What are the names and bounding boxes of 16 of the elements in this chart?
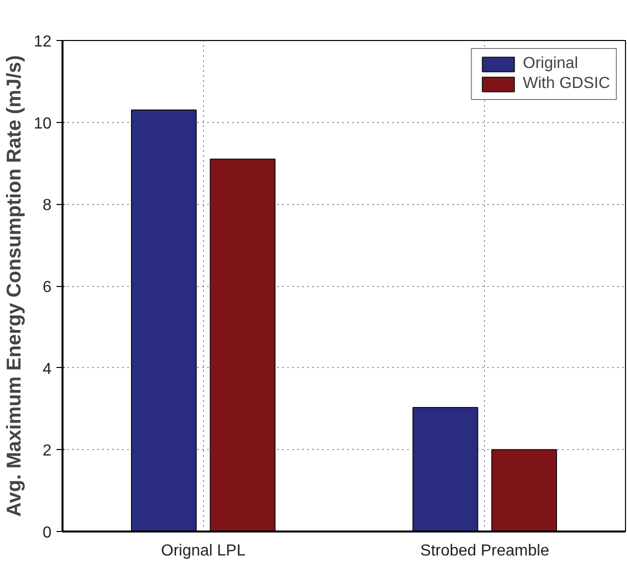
legend-label: Original bbox=[522, 55, 578, 73]
x-tick-label: Orignal LPL bbox=[161, 542, 246, 560]
y-tick-label: 12 bbox=[34, 34, 52, 50]
y-axis-title: Avg. Maximum Energy Consumption Rate (mJ/s) bbox=[4, 55, 26, 517]
bar bbox=[412, 407, 478, 532]
bar bbox=[130, 110, 197, 532]
y-tick-label: 4 bbox=[42, 360, 52, 378]
x-tick-label: Strobed Preamble bbox=[420, 542, 550, 560]
y-tick-label: 2 bbox=[42, 442, 52, 460]
legend-label: With GDSIC bbox=[522, 75, 610, 93]
y-tick-label: 6 bbox=[42, 279, 52, 296]
y-tick-label: 8 bbox=[42, 197, 52, 214]
bar bbox=[491, 449, 558, 532]
y-tick-label: 10 bbox=[34, 115, 52, 132]
y-tick-label: 0 bbox=[42, 524, 52, 542]
bar bbox=[210, 158, 276, 532]
